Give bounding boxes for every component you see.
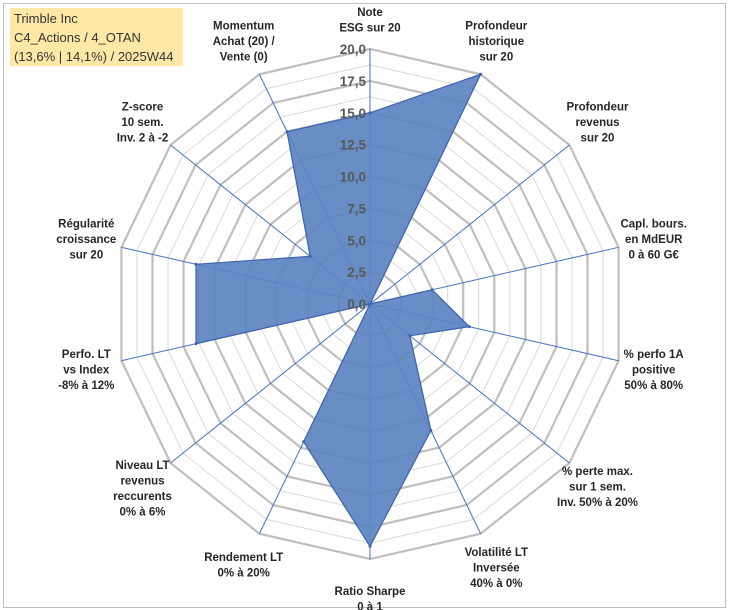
data-point — [194, 262, 198, 266]
category-label-line: Régularité — [58, 219, 114, 231]
category-label-line: Z-score — [122, 102, 164, 114]
category-label-line: reccurents — [113, 491, 172, 503]
category-label: Momentum Achat (20) / Vente (0) — [213, 20, 276, 63]
category-label-line: positive — [632, 364, 675, 376]
tick-label: 0,0 — [347, 297, 366, 312]
category-label-line: sur 20 — [69, 250, 103, 262]
data-point — [368, 544, 372, 548]
category-label-line: revenus — [120, 476, 164, 488]
category-label-line: en MdEUR — [625, 234, 683, 246]
category-label-line: Niveau LT — [115, 460, 169, 472]
category-label-line: % perfo 1A — [624, 349, 684, 361]
radar-spoke — [170, 303, 371, 464]
portfolio-name: C4_Actions / 4_OTAN — [14, 30, 141, 45]
category-label-line: Profondeur — [465, 20, 527, 32]
company-name: Trimble Inc — [14, 11, 78, 26]
data-point — [308, 254, 312, 258]
category-label-line: ESG sur 20 — [339, 23, 400, 35]
category-label: Perfo. LT vs Index -8% à 12% — [58, 349, 114, 392]
category-label-line: Capl. bours. — [620, 219, 686, 231]
category-label-line: 0% à 20% — [217, 568, 269, 580]
category-label-line: Achat (20) / — [213, 36, 276, 48]
category-label: Ratio Sharpe 0 à 1 — [335, 586, 406, 610]
category-label-line: 40% à 0% — [470, 578, 522, 590]
category-label: Niveau LT revenus reccurents 0% à 6% — [113, 460, 172, 519]
tick-label: 7,5 — [347, 201, 366, 216]
category-label-line: Profondeur — [567, 102, 629, 114]
category-label-line: Momentum — [213, 20, 274, 32]
category-label-line: -8% à 12% — [58, 380, 114, 392]
category-label: % perte max. sur 1 sem. Inv. 50% à 20% — [557, 466, 638, 509]
category-label: % perfo 1A positive 50% à 80% — [624, 349, 684, 392]
data-point — [194, 342, 198, 346]
tick-label: 20,0 — [340, 42, 366, 57]
category-label-line: Vente (0) — [220, 51, 268, 63]
radar-spoke — [369, 144, 570, 305]
category-label-line: Ratio Sharpe — [335, 586, 406, 598]
radar-series — [194, 72, 483, 548]
tick-label: 10,0 — [340, 170, 366, 185]
performance-stats: (13,6% | 14,1%) / 2025W44 — [14, 49, 174, 64]
category-label-line: Inversée — [473, 563, 520, 575]
tick-label: 15,0 — [340, 106, 366, 121]
category-label-line: Inv. 2 à -2 — [117, 133, 169, 145]
category-label-line: historique — [469, 36, 525, 48]
category-label: Profondeur historique sur 20 — [465, 20, 527, 63]
data-point — [368, 111, 372, 115]
tick-label: 12,5 — [340, 138, 367, 153]
category-label-line: revenus — [575, 117, 619, 129]
category-label-line: Perfo. LT — [62, 349, 111, 361]
category-label-line: 0 à 60 G€ — [628, 250, 679, 262]
tick-label: 2,5 — [347, 265, 366, 280]
chart-title-box: Trimble Inc C4_Actions / 4_OTAN (13,6% |… — [10, 8, 183, 66]
category-label-line: Volatilité LT — [465, 547, 528, 559]
category-label-line: 50% à 80% — [624, 380, 683, 392]
category-label: Capl. bours. en MdEUR 0 à 60 G€ — [620, 219, 686, 262]
category-label: Profondeur revenus sur 20 — [567, 102, 629, 145]
category-label: Régularité croissance sur 20 — [56, 219, 116, 262]
category-label: Note ESG sur 20 — [339, 7, 400, 35]
data-point — [408, 334, 412, 338]
data-point — [430, 288, 434, 292]
series-area — [195, 73, 482, 548]
radar-category-labels: Note ESG sur 20 Profondeur historique sur 20… — [56, 7, 687, 610]
category-label-line: 10 sem. — [121, 117, 163, 129]
data-point — [302, 440, 306, 444]
data-point — [479, 72, 483, 76]
category-label-line: sur 20 — [581, 133, 615, 145]
category-label-line: sur 1 sem. — [569, 482, 626, 494]
category-label: Rendement LT 0% à 20% — [204, 552, 283, 580]
tick-label: 17,5 — [340, 74, 367, 89]
data-point — [429, 428, 433, 432]
category-label-line: 0 à 1 — [357, 602, 383, 610]
category-label: Z-score 10 sem. Inv. 2 à -2 — [117, 102, 169, 145]
category-label-line: croissance — [56, 234, 116, 246]
category-label-line: 0% à 6% — [119, 507, 165, 519]
tick-label: 5,0 — [347, 233, 366, 248]
data-point — [285, 130, 289, 134]
category-label-line: sur 20 — [479, 51, 513, 63]
category-label-line: vs Index — [63, 364, 110, 376]
category-label-line: % perte max. — [562, 466, 633, 478]
category-label-line: Inv. 50% à 20% — [557, 497, 638, 509]
category-label: Volatilité LT Inversée 40% à 0% — [465, 547, 528, 590]
category-label-line: Note — [357, 7, 383, 19]
category-label-line: Rendement LT — [204, 552, 283, 564]
radar-tick-labels: 0,0 2,5 5,0 7,5 10,0 12,5 15,0 17,5 20,0 — [340, 42, 367, 312]
data-point — [467, 325, 471, 329]
data-point — [368, 302, 372, 306]
